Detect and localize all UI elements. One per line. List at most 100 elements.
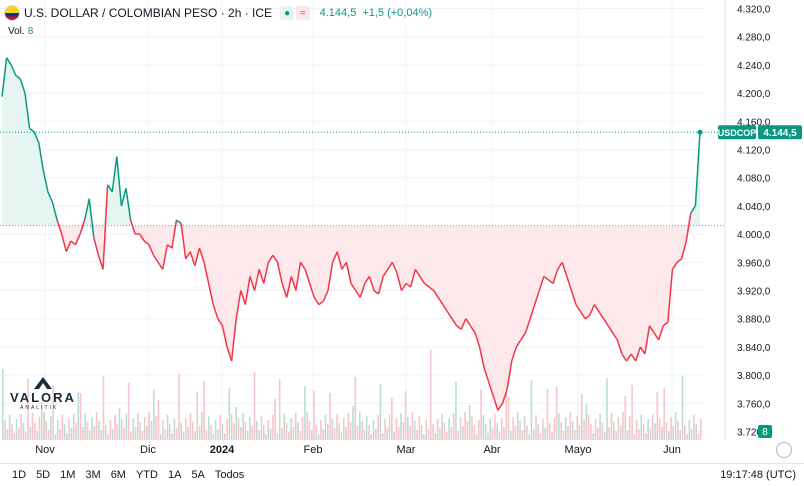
volume-bar — [340, 432, 343, 440]
volume-bar — [683, 425, 686, 440]
price-line-segment — [97, 255, 104, 270]
tf-1m[interactable]: 1M — [60, 469, 76, 481]
volume-bar — [569, 412, 572, 440]
ticker-tag-bg — [718, 125, 756, 140]
volume-bar — [157, 400, 160, 440]
volume-bar — [134, 427, 137, 440]
volume-bar — [624, 396, 627, 440]
volume-bar — [452, 413, 455, 440]
volume-bar — [578, 425, 581, 440]
volume-bar — [52, 385, 54, 440]
volume-bar — [301, 417, 304, 440]
price-chart[interactable]: 4.320,0 4.280,0 4.240,0 4.200,0 4.160,0 4.120… — [0, 0, 804, 463]
volume-bar — [640, 415, 643, 440]
volume-bar — [420, 425, 423, 440]
price-axis-label: 4.000,0 — [737, 230, 771, 241]
price-axis-label: 3.840,0 — [737, 343, 771, 354]
volume-bar — [523, 416, 526, 440]
volume-bar — [164, 429, 167, 440]
tf-1d[interactable]: 1D — [12, 469, 27, 481]
price-line-segment — [230, 318, 237, 362]
volume-bar — [313, 391, 315, 440]
price-line-segment — [1, 57, 8, 97]
price-line-segment — [533, 290, 540, 305]
volume-bar — [617, 417, 620, 440]
price-line-segment — [33, 131, 40, 143]
price-line-segment — [465, 318, 472, 327]
volume-bar — [15, 419, 18, 440]
price-line-segment — [74, 233, 81, 245]
price-line-segment — [19, 78, 26, 94]
volume-bar — [347, 413, 350, 440]
price-line-segment — [501, 388, 508, 404]
price-line-segment — [456, 325, 462, 330]
volume-bar — [635, 420, 638, 440]
volume-bar — [633, 434, 636, 440]
price-line-segment — [685, 212, 692, 242]
tf-todos[interactable]: Todos — [214, 469, 245, 481]
volume-bar — [84, 413, 86, 440]
volume-bar — [342, 418, 345, 440]
volume-bar — [496, 423, 498, 440]
volume-bar — [700, 419, 702, 440]
volume-bar — [191, 422, 194, 440]
price-line-segment — [267, 254, 274, 263]
market-status-icon[interactable]: ● — [280, 6, 295, 20]
volume-bar — [651, 414, 654, 440]
volume-bar — [663, 388, 665, 440]
price-line-segment — [602, 318, 609, 327]
tf-5a[interactable]: 5A — [191, 469, 205, 481]
price-line-segment — [161, 244, 169, 270]
volume-bar — [329, 393, 331, 440]
volume-bar — [546, 389, 549, 440]
volume-bar — [269, 429, 272, 440]
tf-6m[interactable]: 6M — [110, 469, 126, 481]
volume-bar — [544, 428, 546, 440]
price-line-segment — [667, 269, 674, 323]
volume-bar — [503, 427, 505, 440]
volume-bar — [143, 417, 146, 440]
volume-bar — [107, 434, 109, 440]
volume-bar — [686, 434, 688, 440]
volume-bar — [114, 415, 116, 440]
volume-bar — [402, 422, 405, 440]
volume-bar — [50, 416, 52, 440]
volume-bar — [434, 433, 437, 440]
symbol-title[interactable]: U.S. DOLLAR / COLOMBIAN PESO · 2h · ICE — [24, 6, 273, 20]
volume-bar — [526, 425, 528, 440]
scale-settings-icon[interactable] — [776, 442, 792, 458]
price-line-segment — [263, 262, 270, 284]
price-line-segment — [285, 276, 293, 298]
volume-bar — [109, 420, 112, 440]
price-line-segment — [368, 276, 375, 291]
logo-mark-icon — [34, 377, 52, 389]
volume-bar — [306, 412, 308, 440]
volume-bar — [377, 415, 379, 440]
volume-bar — [278, 379, 281, 440]
volume-bar — [354, 377, 357, 440]
price-line-segment — [304, 269, 311, 284]
tf-5d[interactable]: 5D — [36, 469, 51, 481]
volume-bar — [169, 424, 171, 440]
delayed-data-icon[interactable]: ≈ — [296, 6, 310, 20]
price-line-segment — [327, 262, 334, 291]
price-axis-label: 3.960,0 — [737, 258, 771, 269]
tf-1a[interactable]: 1A — [167, 469, 182, 481]
volume-bar — [308, 421, 311, 440]
ticker-tag: USDCOP — [718, 128, 757, 138]
volume-bar — [555, 387, 558, 440]
volume-bar — [219, 415, 222, 440]
tf-ytd[interactable]: YTD — [135, 469, 158, 481]
price-line-segment — [437, 297, 444, 306]
volume-bar — [98, 421, 100, 440]
price-line-segment — [42, 170, 49, 192]
price-line-segment — [299, 261, 306, 270]
volume-bar — [532, 429, 535, 440]
volume-bar — [603, 432, 606, 440]
volume-bar — [272, 415, 274, 440]
volume-bar — [695, 424, 698, 440]
volume-bar — [542, 419, 544, 440]
utc-clock[interactable]: 19:17:48 (UTC) — [720, 469, 796, 481]
tf-3m[interactable]: 3M — [85, 469, 101, 481]
price-line-segment — [396, 272, 403, 291]
